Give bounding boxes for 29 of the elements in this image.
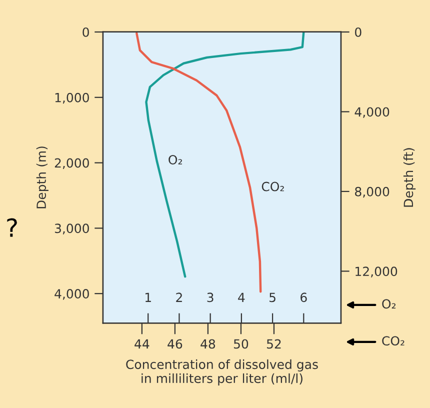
x-tick-label: 2 xyxy=(176,292,182,302)
text: CO₂ xyxy=(382,336,404,346)
x-tick-label: 3 xyxy=(207,292,214,302)
y-tick-label: 3,000 xyxy=(54,224,89,234)
x2-tick-label: 46 xyxy=(168,339,182,349)
y-tick-label: 2,000 xyxy=(54,158,89,169)
y2-tick-label: 4,000 xyxy=(354,107,390,118)
y2-axis-title: Depth (ft) xyxy=(403,148,416,207)
x-tick-label: 5 xyxy=(270,292,276,302)
x-axis-title: Concentration of dissolved gas in milliliters per liter (ml/l) xyxy=(126,359,318,386)
y-tick-label: 0 xyxy=(82,27,89,37)
y-axis-title: Depth (m) xyxy=(36,146,48,208)
series-label: CO₂ xyxy=(262,182,284,192)
x-tick-label: 4 xyxy=(238,292,245,302)
y2-tick-label: 0 xyxy=(355,27,362,37)
y2-tick-label: 12,000 xyxy=(356,266,398,278)
text: ? xyxy=(7,218,17,237)
x2-tick-label: 52 xyxy=(266,339,281,349)
y-tick-label: 1,000 xyxy=(55,92,89,104)
x2-tick-label: 48 xyxy=(200,339,216,349)
series-label: O₂ xyxy=(168,154,182,164)
x2-tick-label: 50 xyxy=(234,339,248,349)
x2-tick-label: 44 xyxy=(134,339,150,348)
x-tick-label: 1 xyxy=(145,292,151,302)
y2-tick-label: 8,000 xyxy=(355,186,390,198)
y-tick-label: 4,000 xyxy=(54,289,89,300)
text: O₂ xyxy=(382,299,396,309)
line-series xyxy=(145,32,305,278)
x-tick-label: 6 xyxy=(300,292,307,302)
